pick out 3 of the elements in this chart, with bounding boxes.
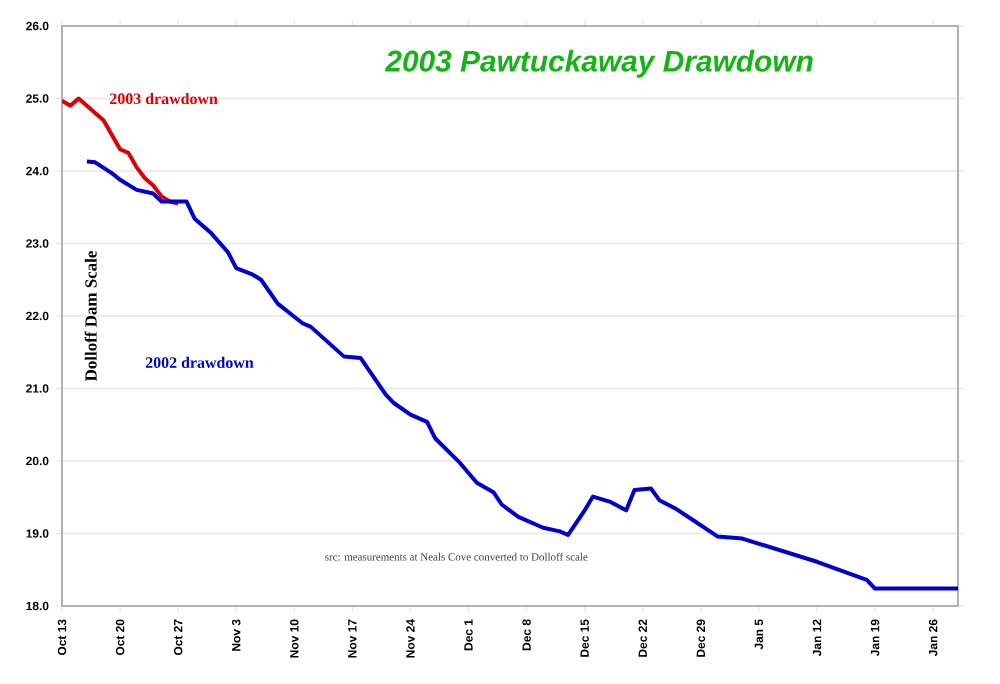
y-axis-title: Dolloff Dam Scale (84, 251, 97, 382)
text: 2003 Pawtuckaway Drawdown (384, 49, 813, 78)
line-series (84, 159, 959, 591)
